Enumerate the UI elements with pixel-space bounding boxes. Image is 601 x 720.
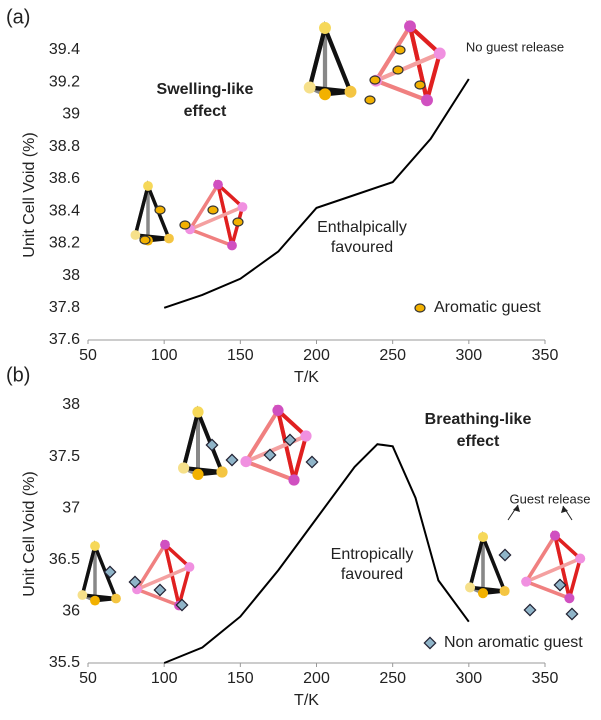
y-tick-label: 39.2 [49,73,80,90]
curve [163,443,470,664]
y-tick-label: 38.2 [49,235,80,252]
y-tick-label: 39 [62,106,80,123]
y-tick-label: 38 [62,267,80,284]
release-label: No guest release [466,39,564,54]
curve [163,78,470,309]
y-tick-label: 37.5 [49,448,80,465]
y-tick-label: 37.8 [49,299,80,316]
effect-label: effect [184,103,227,120]
curve-label: Enthalpically [317,219,407,236]
decor [75,20,588,621]
y-tick-label: 38 [62,396,80,413]
legend-marker [414,303,426,313]
y-tick-label: 38.8 [49,138,80,155]
x-tick-label: 100 [151,670,178,687]
y-tick-label: 37 [62,499,80,516]
x-tick-label: 250 [379,670,406,687]
y-tick-label: 35.5 [49,654,80,671]
x-tick-label: 50 [79,670,97,687]
x-tick-label: 300 [455,670,482,687]
x-axis-title: T/K [294,369,319,386]
x-tick-label: 50 [79,347,97,364]
y-tick-label: 36 [62,603,80,620]
x-tick-label: 250 [379,347,406,364]
legend-label: Aromatic guest [434,299,541,316]
release-label: Guest release [510,491,591,506]
effect-label: Swelling-like [157,81,254,98]
x-tick-label: 150 [227,670,254,687]
curve-label: Entropically [331,546,414,563]
y-axis-title: Unit Cell Void (%) [21,132,38,257]
y-tick-label: 39.4 [49,41,80,58]
effect-label: effect [457,433,500,450]
effect-label: Breathing-like [425,411,532,428]
curve-label: favoured [341,566,403,583]
x-tick-label: 350 [532,670,559,687]
x-tick-label: 300 [455,347,482,364]
y-tick-label: 38.6 [49,170,80,187]
x-tick-label: 100 [151,347,178,364]
y-tick-label: 37.6 [49,331,80,348]
x-tick-label: 150 [227,347,254,364]
legend-marker [423,636,437,650]
y-tick-label: 36.5 [49,551,80,568]
x-tick-label: 350 [532,347,559,364]
legend-label: Non aromatic guest [444,634,583,651]
panel-label: (b) [6,364,30,386]
panel-label: (a) [6,6,30,28]
x-tick-label: 200 [303,347,330,364]
y-tick-label: 38.4 [49,202,80,219]
y-axis-title: Unit Cell Void (%) [21,471,38,596]
x-tick-label: 200 [303,670,330,687]
x-axis-title: T/K [294,692,319,709]
curve-label: favoured [331,239,393,256]
